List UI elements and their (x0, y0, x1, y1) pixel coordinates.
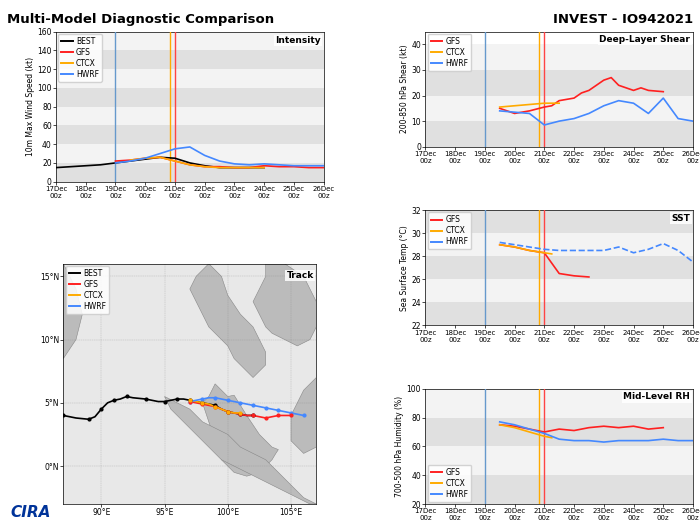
Polygon shape (63, 264, 83, 359)
Bar (426, 417, 693, 446)
Bar (426, 121, 693, 147)
Text: CIRA: CIRA (10, 505, 51, 520)
Text: Track: Track (286, 271, 314, 280)
Legend: BEST, GFS, CTCX, HWRF: BEST, GFS, CTCX, HWRF (66, 266, 109, 314)
Bar (426, 233, 693, 256)
Bar (426, 44, 693, 70)
Y-axis label: 200-850 hPa Shear (kt): 200-850 hPa Shear (kt) (400, 45, 409, 133)
Text: INVEST - IO942021: INVEST - IO942021 (553, 13, 693, 26)
Bar (56, 69, 323, 88)
Bar (426, 210, 693, 233)
Y-axis label: 700-500 hPa Humidity (%): 700-500 hPa Humidity (%) (395, 396, 404, 497)
Legend: GFS, CTCX, HWRF: GFS, CTCX, HWRF (428, 34, 471, 71)
Bar (56, 144, 323, 163)
Bar (426, 388, 693, 417)
Polygon shape (291, 377, 316, 454)
Polygon shape (202, 384, 279, 476)
Bar (426, 96, 693, 121)
Bar (56, 107, 323, 125)
Text: SST: SST (671, 214, 690, 223)
Bar (426, 475, 693, 504)
Polygon shape (190, 264, 266, 377)
Polygon shape (253, 264, 316, 346)
Bar (426, 446, 693, 475)
Bar (426, 70, 693, 96)
Text: Multi-Model Diagnostic Comparison: Multi-Model Diagnostic Comparison (7, 13, 274, 26)
Text: Mid-Level RH: Mid-Level RH (624, 392, 690, 401)
Y-axis label: Sea Surface Temp (°C): Sea Surface Temp (°C) (400, 225, 409, 311)
Bar (56, 125, 323, 144)
Y-axis label: 10m Max Wind Speed (kt): 10m Max Wind Speed (kt) (26, 57, 34, 156)
Legend: BEST, GFS, CTCX, HWRF: BEST, GFS, CTCX, HWRF (58, 34, 102, 81)
Bar (56, 88, 323, 107)
Polygon shape (164, 396, 316, 504)
Bar (56, 32, 323, 50)
Legend: GFS, CTCX, HWRF: GFS, CTCX, HWRF (428, 465, 471, 502)
Bar (56, 163, 323, 182)
Text: Intensity: Intensity (275, 36, 321, 45)
Bar (426, 256, 693, 279)
Bar (56, 50, 323, 69)
Legend: GFS, CTCX, HWRF: GFS, CTCX, HWRF (428, 213, 471, 249)
Bar (426, 279, 693, 302)
Text: Deep-Layer Shear: Deep-Layer Shear (599, 35, 690, 44)
Bar (426, 302, 693, 326)
